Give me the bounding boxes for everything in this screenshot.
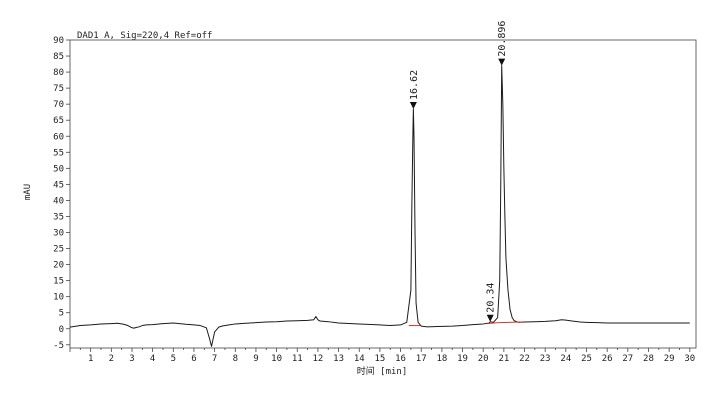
y-tick-label: 30 (53, 229, 64, 239)
x-tick-label: 23 (540, 354, 551, 364)
y-tick-label: 75 (53, 84, 64, 94)
integration-baseline (487, 322, 499, 325)
x-tick-label: 14 (354, 354, 365, 364)
plot-border (69, 39, 697, 349)
x-tick-label: 3 (129, 354, 134, 364)
y-tick-label: 45 (53, 180, 64, 190)
peak-marker (409, 101, 417, 109)
x-tick-label: 15 (374, 354, 385, 364)
peak-annotations: 16.62 20.34 20.896 (409, 21, 508, 322)
peak-label: 20.34 (486, 283, 497, 313)
y-tick-label: 10 (53, 293, 64, 303)
y-tick-label: 70 (53, 100, 64, 110)
trace-layer (69, 65, 690, 347)
x-tick-label: 4 (150, 354, 155, 364)
y-axis-label: mAU (23, 184, 33, 200)
chart-title: DAD1 A, Sig=220,4 Ref=off (77, 31, 212, 41)
x-axis-label: 时间 [min] (357, 365, 408, 377)
x-axis: 1 2 3 4 5 6 7 8 9 10 11 12 13 14 15 16 17 18 19 20 21 22 23 24 2… (69, 348, 695, 364)
integration-baseline (498, 321, 523, 324)
x-tick-label: 25 (581, 354, 592, 364)
y-axis: -5 0 5 10 15 20 25 30 35 40 45 50 55 60 65 70 75 80 85 90 (53, 36, 70, 351)
y-tick-label: 35 (53, 212, 64, 222)
baseline-layer (408, 321, 523, 327)
x-tick-label: 21 (498, 354, 509, 364)
peak-marker (498, 58, 506, 66)
x-tick-label: 30 (684, 354, 695, 364)
x-tick-label: 5 (171, 354, 176, 364)
y-tick-label: 5 (59, 309, 64, 319)
x-tick-label: 26 (602, 354, 613, 364)
y-tick-label: 60 (53, 132, 64, 142)
x-tick-label: 1 (88, 354, 93, 364)
plot-frame (69, 39, 697, 349)
x-tick-label: 12 (312, 354, 323, 364)
x-tick-label: 24 (560, 354, 571, 364)
peak-label: 16.62 (409, 70, 420, 100)
x-tick-label: 10 (271, 354, 282, 364)
y-tick-label: 80 (53, 68, 64, 78)
y-tick-label: 0 (59, 325, 64, 335)
x-tick-label: 16 (395, 354, 406, 364)
x-tick-label: 27 (622, 354, 633, 364)
y-tick-label: 50 (53, 164, 64, 174)
y-tick-label: -5 (53, 341, 64, 351)
x-tick-label: 18 (436, 354, 447, 364)
peak-label: 20.896 (497, 21, 508, 57)
y-tick-label: 25 (53, 245, 64, 255)
x-tick-label: 9 (253, 354, 258, 364)
y-tick-label: 15 (53, 277, 64, 287)
y-tick-label: 40 (53, 196, 64, 206)
y-tick-label: 65 (53, 116, 64, 126)
x-tick-label: 7 (212, 354, 217, 364)
x-tick-label: 22 (519, 354, 530, 364)
x-tick-label: 20 (478, 354, 489, 364)
x-tick-label: 17 (416, 354, 427, 364)
y-tick-label: 90 (53, 36, 64, 46)
x-tick-label: 13 (333, 354, 344, 364)
x-tick-label: 8 (233, 354, 238, 364)
signal-trace (69, 65, 690, 347)
peak-marker (486, 314, 494, 322)
y-tick-label: 85 (53, 52, 64, 62)
x-tick-label: 19 (457, 354, 468, 364)
x-tick-label: 29 (664, 354, 675, 364)
x-tick-label: 28 (643, 354, 654, 364)
x-tick-label: 6 (191, 354, 196, 364)
y-tick-label: 20 (53, 261, 64, 271)
x-tick-label: 2 (109, 354, 114, 364)
y-tick-label: 55 (53, 148, 64, 158)
x-tick-label: 11 (292, 354, 303, 364)
